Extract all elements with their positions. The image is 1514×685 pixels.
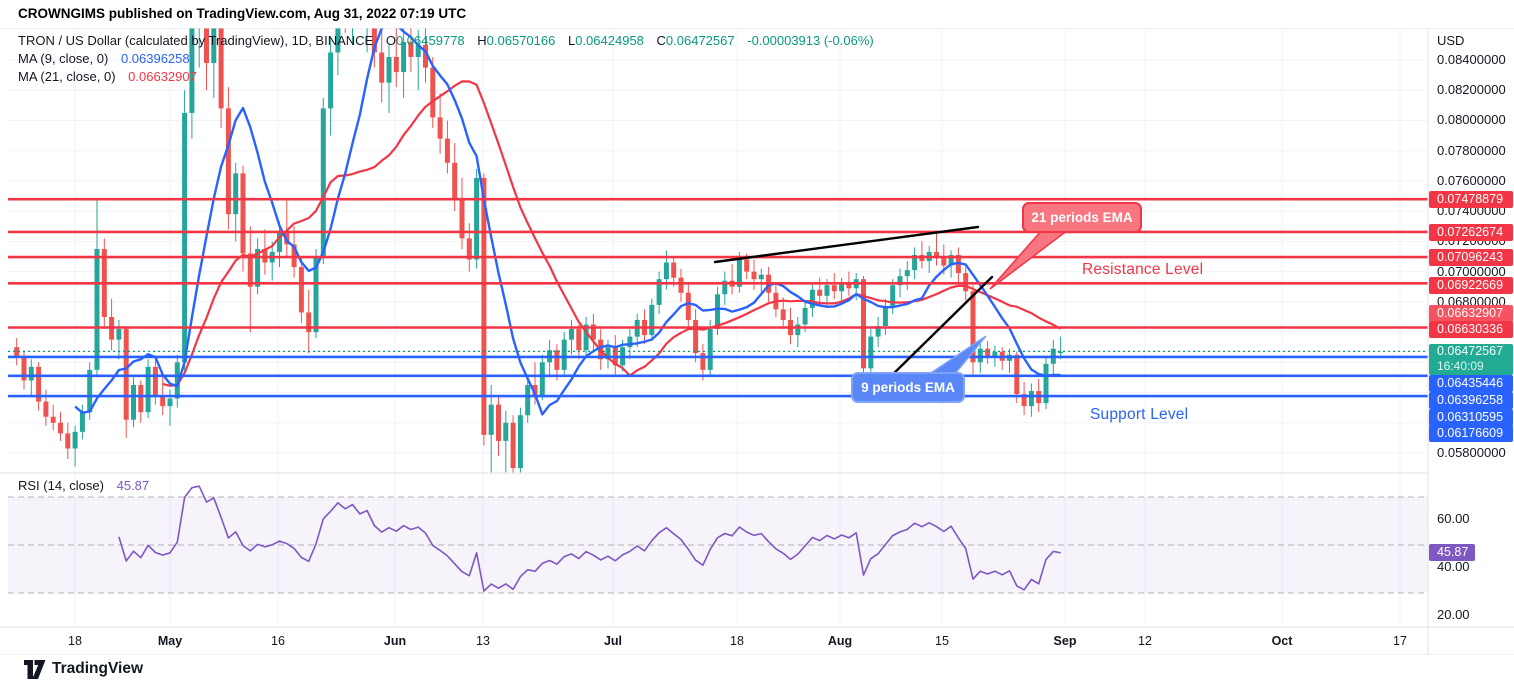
ema9-callout[interactable]: 9 periods EMA (851, 372, 965, 403)
close-label: C (656, 33, 666, 48)
price-badge: 0.07096243 (1429, 248, 1513, 266)
price-badge: 0.07478879 (1429, 190, 1513, 208)
rsi-axis-label: 60.00 (1437, 511, 1470, 526)
time-tick-day: 17 (1393, 634, 1407, 648)
time-tick-month: Oct (1271, 634, 1293, 648)
chart-legend: TRON / US Dollar (calculated by TradingV… (18, 33, 874, 87)
support-level-label: Support Level (1090, 406, 1189, 423)
rsi-value: 45.87 (116, 478, 150, 493)
time-tick-day: 18 (730, 634, 744, 648)
resistance-level-label: Resistance Level (1082, 261, 1204, 278)
price-axis-currency: USD (1437, 33, 1465, 48)
time-tick-day: 13 (476, 634, 490, 648)
time-tick-month: Jul (603, 634, 623, 648)
ma21-value: 0.06632907 (128, 69, 197, 84)
ma9-label[interactable]: MA (9, close, 0) (18, 51, 109, 66)
close-value: 0.06472567 (665, 33, 735, 48)
price-axis-label: 0.08400000 (1437, 52, 1506, 67)
time-tick-month: Aug (827, 634, 853, 648)
high-value: 0.06570166 (486, 33, 556, 48)
price-badge: 0.06632907 (1429, 304, 1513, 322)
price-badge: 0.06922669 (1429, 276, 1513, 294)
price-axis-label: 0.08200000 (1437, 82, 1506, 97)
price-axis-label: 0.07800000 (1437, 143, 1506, 158)
time-tick-day: 16 (271, 634, 285, 648)
low-label: L (567, 33, 576, 48)
ma9-row: MA (9, close, 0) 0.06396258 (18, 51, 874, 66)
ema21-callout[interactable]: 21 periods EMA (1022, 202, 1142, 233)
rsi-legend: RSI (14, close) 45.87 (18, 478, 149, 493)
time-tick-day: 12 (1138, 634, 1152, 648)
ma9-value: 0.06396258 (120, 51, 190, 66)
price-axis-label: 0.07600000 (1437, 173, 1506, 188)
price-axis-label: 0.07000000 (1437, 264, 1506, 279)
time-axis[interactable]: 18 May 16 Jun 13 Jul 18 Aug 15 Sep 12 Oct 17 (0, 628, 1428, 655)
rsi-axis-label: 40.00 (1437, 559, 1470, 574)
footer-bar: TradingView (0, 655, 1514, 685)
price-badge: 0.06310595 (1429, 408, 1513, 426)
rsi-badge: 45.87 (1429, 543, 1475, 561)
time-tick-month: May (157, 634, 183, 648)
price-badge: 0.06472567 16:40:09 (1429, 343, 1513, 375)
open-value: 0.06459778 (395, 33, 465, 48)
tradingview-logo-icon[interactable] (24, 660, 46, 679)
ema21-callout-text: 21 periods EMA (1031, 210, 1133, 225)
time-tick-month: Sep (1053, 634, 1077, 648)
publisher-text: CROWNGIMS published on TradingView.com, … (18, 6, 467, 21)
tradingview-brand-text[interactable]: TradingView (52, 660, 144, 677)
high-label: H (477, 33, 487, 48)
open-label: O (385, 33, 396, 48)
ema9-callout-text: 9 periods EMA (861, 380, 955, 395)
price-badge-time: 16:40:09 (1437, 358, 1484, 373)
publisher-bar: CROWNGIMS published on TradingView.com, … (0, 0, 1514, 28)
time-tick-day: 18 (68, 634, 82, 648)
ma21-row: MA (21, close, 0) 0.06632907 (18, 69, 874, 84)
symbol-title[interactable]: TRON / US Dollar (calculated by TradingV… (18, 33, 374, 48)
price-axis[interactable]: USD 0.08400000 0.08200000 0.08000000 0.07800… (1429, 28, 1514, 655)
price-axis-label: 0.05800000 (1437, 445, 1506, 460)
price-badge: 0.06396258 (1429, 391, 1513, 409)
time-tick-day: 15 (935, 634, 949, 648)
price-axis-label: 0.08000000 (1437, 112, 1506, 127)
low-value: 0.06424958 (575, 33, 644, 48)
rsi-label[interactable]: RSI (14, close) (18, 478, 104, 493)
price-badge: 0.06435446 (1429, 374, 1513, 392)
change-value: -0.00003913 (-0.06%) (747, 33, 874, 48)
symbol-row: TRON / US Dollar (calculated by TradingV… (18, 33, 874, 48)
price-badge: 0.07262674 (1429, 223, 1513, 241)
price-badge: 0.06630336 (1429, 320, 1513, 338)
price-badge: 0.06176609 (1429, 424, 1513, 442)
ma21-label[interactable]: MA (21, close, 0) (18, 69, 116, 84)
time-tick-month: Jun (383, 634, 407, 648)
rsi-axis-label: 20.00 (1437, 607, 1470, 622)
